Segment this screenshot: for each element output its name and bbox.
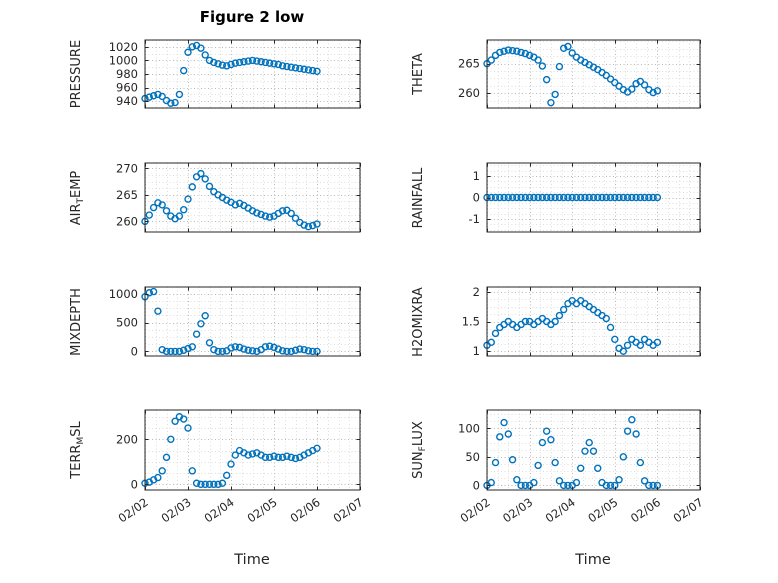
xlabel-time-right: Time [575,552,611,568]
tick-marks [145,410,361,490]
plot-air-temp: 260 265 270 [116,161,361,233]
svg-text:265: 265 [116,188,138,202]
svg-text:260: 260 [116,214,138,228]
svg-text:270: 270 [116,161,138,175]
svg-text:980: 980 [116,67,138,81]
svg-text:-1: -1 [469,212,480,226]
y-tick-labels: 260 265 270 [116,161,138,228]
svg-text:1000: 1000 [109,53,138,67]
subplot-h2omixra: H2OMIXRA 1 1.5 2 [397,277,706,374]
data-markers-sun_flux [483,416,662,490]
tick-marks [487,287,701,356]
data-markers-h2omixra [483,296,662,355]
subplot-sun-flux: SUNFLUX 0 50 100 02/02 02/03 02/04 02/05 02/06 0… [397,400,706,565]
svg-text:100: 100 [458,421,480,435]
svg-text:200: 200 [116,432,138,446]
plot-terr-msl: 0 200 02/02 02/03 02/04 02/05 02/06 02/07 [116,409,366,525]
x-tick-labels: 02/02 02/03 02/04 02/05 02/06 02/07 [458,495,706,525]
y-tick-labels: -1 0 1 [469,169,480,226]
plot-h2omixra: 11.52 [462,285,701,358]
svg-text:265: 265 [458,57,480,71]
plot-rainfall: -1 0 1 [469,162,701,233]
minor-grid [145,410,360,490]
svg-text:02/06: 02/06 [628,495,663,525]
xlabel-time-left: Time [234,552,270,568]
y-tick-labels: 0 500 1000 [109,287,138,359]
svg-text:02/06: 02/06 [288,495,323,525]
svg-text:1020: 1020 [109,40,138,54]
svg-text:02/03: 02/03 [500,495,535,525]
svg-text:0: 0 [473,191,480,205]
subplot-terr-msl: TERRMSL 0 200 02/02 02/03 02/04 02/05 02/06 02/… [55,400,366,565]
plot-theta: 260 265 [458,39,701,109]
svg-text:0: 0 [131,477,138,491]
svg-text:960: 960 [116,81,138,95]
x-tick-labels: 02/02 02/03 02/04 02/05 02/06 02/07 [116,495,366,525]
subplot-theta: THETA 260 265 [397,30,706,126]
y-tick-labels: 0 50 100 [458,421,480,492]
svg-text:0: 0 [473,478,480,492]
svg-text:02/02: 02/02 [116,495,151,525]
subplot-mixdepth: MIXDEPTH 0 500 1000 [55,277,366,374]
svg-text:500: 500 [116,316,138,330]
svg-text:260: 260 [458,86,480,100]
tick-marks [145,40,361,108]
y-tick-labels: 11.52 [462,285,480,358]
svg-text:50: 50 [465,450,480,464]
svg-text:2: 2 [473,285,480,299]
svg-text:02/02: 02/02 [458,495,493,525]
svg-text:02/04: 02/04 [202,495,237,525]
svg-text:940: 940 [116,94,138,108]
data-markers-theta [483,42,662,107]
svg-text:0: 0 [131,344,138,358]
subplot-rainfall: RAINFALL -1 0 1 [397,153,706,250]
svg-text:02/05: 02/05 [245,495,280,525]
tick-marks [145,287,361,356]
plot-sun-flux: 0 50 100 02/02 02/03 02/04 02/05 02/06 02/07 [458,409,706,525]
tick-marks [487,40,701,108]
tick-marks [487,410,701,490]
y-tick-labels: 260 265 [458,57,480,101]
svg-text:1.5: 1.5 [462,315,480,329]
svg-text:1: 1 [473,344,480,358]
subplot-pressure: PRESSURE 940 960 980 1000 1020 [55,30,366,126]
svg-text:02/07: 02/07 [331,495,366,525]
plot-mixdepth: 0 500 1000 [109,286,361,359]
svg-text:02/05: 02/05 [585,495,620,525]
tick-marks [145,163,361,232]
svg-text:02/04: 02/04 [543,495,578,525]
data-markers-mixdepth [141,287,321,356]
data-markers-terr_msl [141,413,321,489]
tick-marks [487,163,701,232]
data-markers-air_temp [141,169,321,231]
svg-text:1000: 1000 [109,287,138,301]
major-grid [145,40,361,108]
svg-text:02/03: 02/03 [159,495,194,525]
svg-text:02/07: 02/07 [671,495,706,525]
subplot-air-temp: AIRTEMP 260 265 270 [55,153,366,250]
svg-text:1: 1 [473,169,480,183]
figure-title: Figure 2 low [199,8,305,26]
y-tick-labels: 0 200 [116,432,138,491]
